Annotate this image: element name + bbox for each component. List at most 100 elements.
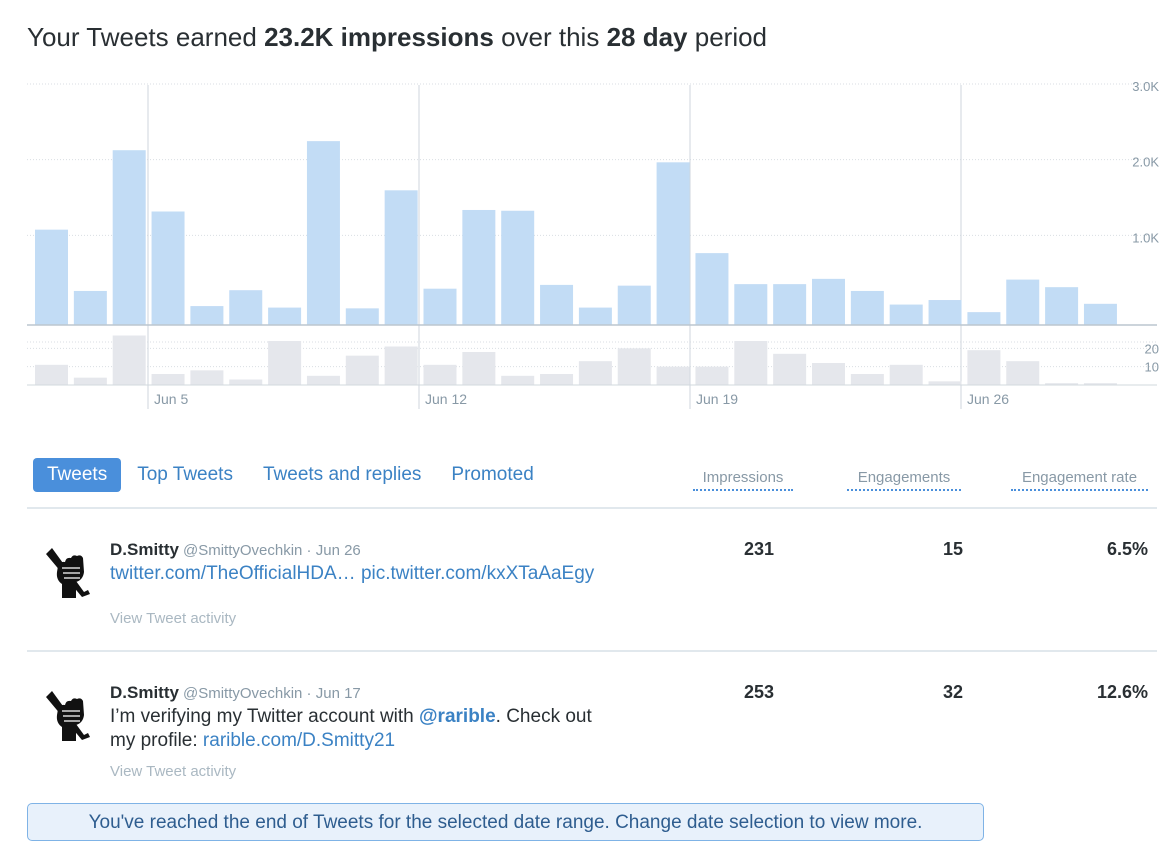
divider — [27, 507, 1157, 509]
tweet-media-link[interactable]: pic.twitter.com/kxXTaAaEgy — [360, 563, 595, 584]
tweet-link[interactable]: rarible.com/D.Smitty21 — [202, 730, 396, 751]
engagement-bar — [1006, 361, 1040, 385]
engagement-bar — [229, 379, 263, 385]
impression-bar — [967, 312, 1001, 325]
engagement-bar — [656, 366, 690, 385]
tab-top-tweets[interactable]: Top Tweets — [137, 464, 233, 485]
engagement-bar — [35, 364, 68, 385]
y-tick-label: 20 — [1145, 341, 1159, 356]
impression-bar — [928, 300, 962, 325]
raised-fist-hockey-stick-icon — [46, 691, 90, 741]
impression-bar — [384, 190, 418, 325]
engagement-bar — [190, 370, 224, 385]
engagement-bar — [501, 375, 535, 385]
engagement-bar — [268, 341, 302, 385]
mention-link[interactable]: @rarible — [419, 706, 496, 727]
impression-bar — [229, 290, 263, 325]
engagement-bar — [423, 364, 457, 385]
x-tick-label: Jun 26 — [967, 391, 1009, 407]
tweet-impressions: 253 — [744, 682, 775, 702]
tweet-engagement-rate: 6.5% — [1106, 539, 1148, 559]
tweet-meta: @SmittyOvechkin · Jun 26 — [182, 542, 361, 559]
tweet-engagements: 32 — [942, 682, 963, 702]
engagement-bar — [151, 374, 185, 385]
impression-bar — [656, 162, 690, 325]
column-header-engagements[interactable]: Engagements — [847, 469, 961, 491]
tweet-meta: @SmittyOvechkin · Jun 17 — [182, 685, 361, 702]
engagement-bar — [812, 363, 845, 385]
tab-tweets-and-replies[interactable]: Tweets and replies — [262, 464, 422, 485]
impression-bar — [889, 304, 923, 325]
period-length: 28 day — [606, 22, 688, 52]
tab-promoted[interactable]: Promoted — [451, 464, 534, 485]
impression-bar — [423, 288, 457, 325]
engagement-bar — [73, 377, 107, 385]
impression-bar — [1006, 279, 1040, 325]
engagement-bar — [617, 348, 651, 385]
tweet-author[interactable]: D.Smitty @SmittyOvechkin · Jun 17 — [110, 683, 361, 702]
column-header-engagement-rate[interactable]: Engagement rate — [1011, 469, 1148, 491]
impressions-total: 23.2K impressions — [264, 22, 494, 52]
engagement-bar — [889, 364, 923, 385]
tweet-author[interactable]: D.Smitty @SmittyOvechkin · Jun 26 — [110, 540, 361, 559]
impression-bar — [617, 285, 651, 325]
view-tweet-activity-link[interactable]: View Tweet activity — [110, 763, 237, 780]
impression-bar — [190, 306, 224, 325]
impression-bar — [462, 209, 496, 325]
engagement-bar — [1083, 383, 1117, 385]
tweet-engagement-rate: 12.6% — [1096, 682, 1148, 702]
tweet-tabs: Tweets Top Tweets Tweets and replies Pro… — [33, 458, 564, 492]
divider — [27, 650, 1157, 652]
impression-bar — [345, 308, 379, 325]
engagement-bar — [306, 375, 340, 385]
engagement-bar — [695, 366, 729, 385]
engagement-bar — [734, 341, 768, 385]
engagement-bar — [540, 374, 574, 385]
impression-bar — [812, 278, 845, 325]
y-tick-label: 10 — [1145, 360, 1159, 375]
impression-bar — [501, 210, 535, 325]
page-title: Your Tweets earned 23.2K impressions ove… — [27, 22, 768, 52]
impression-bar — [73, 290, 107, 325]
impressions-chart: 3.0K 2.0K 1.0K 20 10 Jun 5 Jun 12 Jun 19 Jun 26 — [27, 79, 1159, 409]
raised-fist-hockey-stick-icon — [46, 548, 90, 598]
tweet-text: I’m verifying my Twitter account with @r… — [110, 706, 592, 727]
impression-bar — [151, 211, 185, 325]
engagement-bar — [112, 335, 146, 385]
impression-bar — [773, 284, 807, 325]
impression-bar — [1083, 303, 1117, 325]
tweet-link[interactable]: twitter.com/TheOfficialHDA… — [110, 563, 356, 584]
x-tick-label: Jun 5 — [154, 391, 188, 407]
x-tick-label: Jun 12 — [425, 391, 467, 407]
view-tweet-activity-link[interactable]: View Tweet activity — [110, 610, 237, 627]
engagement-bar — [578, 361, 612, 385]
impression-bar — [112, 150, 146, 325]
impression-bar — [1045, 287, 1079, 325]
engagement-bar — [773, 353, 807, 385]
engagement-bar — [850, 374, 884, 385]
end-of-tweets-notice: You've reached the end of Tweets for the… — [27, 803, 984, 841]
y-tick-label: 1.0K — [1132, 230, 1159, 245]
impression-bar — [695, 253, 729, 325]
column-header-impressions[interactable]: Impressions — [693, 469, 793, 491]
engagement-bar — [384, 346, 418, 385]
y-tick-label: 3.0K — [1132, 79, 1159, 94]
tweet-engagements: 15 — [942, 539, 963, 559]
impression-bar — [850, 290, 884, 325]
tab-tweets[interactable]: Tweets — [33, 458, 122, 492]
engagement-bar — [967, 350, 1001, 385]
impression-bar — [540, 284, 574, 325]
impression-bar — [306, 141, 340, 325]
engagement-bar — [462, 352, 496, 385]
tweet-text-line-2: my profile: rarible.com/D.Smitty21 — [110, 730, 396, 751]
y-tick-label: 2.0K — [1132, 155, 1159, 170]
impression-bar — [734, 284, 768, 325]
tweet-impressions: 231 — [744, 539, 775, 559]
impression-bar — [578, 307, 612, 325]
engagement-bar — [1045, 383, 1079, 385]
x-tick-label: Jun 19 — [696, 391, 738, 407]
engagement-bar — [345, 355, 379, 385]
impression-bar — [35, 229, 68, 325]
engagement-bar — [928, 381, 962, 385]
impression-bar — [268, 307, 302, 325]
